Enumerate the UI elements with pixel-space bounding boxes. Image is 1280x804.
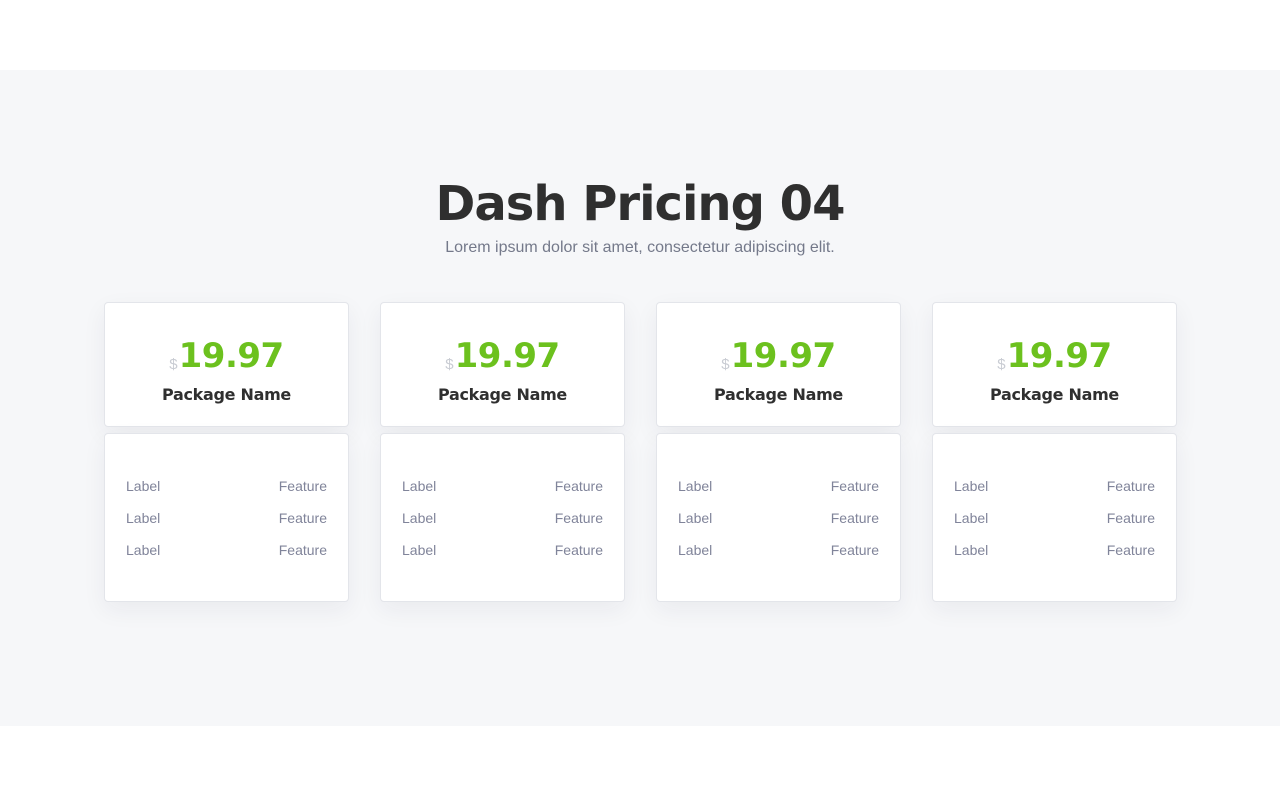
feature-row: Label Feature bbox=[402, 540, 603, 572]
feature-row: Label Feature bbox=[954, 508, 1155, 540]
feature-label: Label bbox=[678, 478, 713, 494]
feature-row: Label Feature bbox=[954, 476, 1155, 508]
pricing-section: Dash Pricing 04 Lorem ipsum dolor sit am… bbox=[0, 70, 1280, 726]
price: $19.97 bbox=[657, 334, 900, 387]
feature-value: Feature bbox=[278, 542, 327, 558]
currency-symbol: $ bbox=[445, 356, 454, 373]
feature-value: Feature bbox=[554, 478, 603, 494]
currency-symbol: $ bbox=[721, 356, 730, 373]
feature-value: Feature bbox=[554, 542, 603, 558]
page-subtitle: Lorem ipsum dolor sit amet, consectetur … bbox=[445, 239, 835, 256]
feature-value: Feature bbox=[1106, 510, 1155, 526]
feature-label: Label bbox=[126, 478, 161, 494]
feature-label: Label bbox=[678, 542, 713, 558]
feature-value: Feature bbox=[1106, 542, 1155, 558]
feature-list: Label Feature Label Feature Label Featur… bbox=[678, 476, 879, 572]
pricing-card-features: Label Feature Label Feature Label Featur… bbox=[932, 433, 1177, 602]
pricing-card-header: $19.97 Package Name bbox=[380, 302, 625, 427]
pricing-card-features: Label Feature Label Feature Label Featur… bbox=[104, 433, 349, 602]
currency-symbol: $ bbox=[169, 356, 178, 373]
feature-row: Label Feature bbox=[126, 508, 327, 540]
feature-value: Feature bbox=[830, 542, 879, 558]
pricing-card-features: Label Feature Label Feature Label Featur… bbox=[380, 433, 625, 602]
feature-value: Feature bbox=[278, 478, 327, 494]
feature-label: Label bbox=[954, 510, 989, 526]
price-amount: 19.97 bbox=[730, 336, 837, 376]
feature-row: Label Feature bbox=[126, 540, 327, 572]
feature-label: Label bbox=[402, 510, 437, 526]
feature-row: Label Feature bbox=[402, 476, 603, 508]
price-amount: 19.97 bbox=[178, 336, 285, 376]
feature-row: Label Feature bbox=[126, 476, 327, 508]
pricing-card-header: $19.97 Package Name bbox=[104, 302, 349, 427]
feature-label: Label bbox=[126, 542, 161, 558]
feature-list: Label Feature Label Feature Label Featur… bbox=[402, 476, 603, 572]
price: $19.97 bbox=[933, 334, 1176, 387]
package-name: Package Name bbox=[713, 385, 843, 404]
feature-label: Label bbox=[678, 510, 713, 526]
feature-value: Feature bbox=[830, 478, 879, 494]
page-title: Dash Pricing 04 bbox=[435, 176, 846, 232]
pricing-card-header: $19.97 Package Name bbox=[656, 302, 901, 427]
feature-value: Feature bbox=[554, 510, 603, 526]
pricing-card-header: $19.97 Package Name bbox=[932, 302, 1177, 427]
price: $19.97 bbox=[105, 334, 348, 387]
price-amount: 19.97 bbox=[454, 336, 561, 376]
feature-label: Label bbox=[954, 478, 989, 494]
feature-value: Feature bbox=[830, 510, 879, 526]
feature-label: Label bbox=[954, 542, 989, 558]
package-name: Package Name bbox=[437, 385, 567, 404]
feature-label: Label bbox=[402, 542, 437, 558]
feature-list: Label Feature Label Feature Label Featur… bbox=[954, 476, 1155, 572]
feature-row: Label Feature bbox=[678, 476, 879, 508]
feature-row: Label Feature bbox=[678, 540, 879, 572]
feature-list: Label Feature Label Feature Label Featur… bbox=[126, 476, 327, 572]
feature-label: Label bbox=[126, 510, 161, 526]
currency-symbol: $ bbox=[997, 356, 1006, 373]
feature-row: Label Feature bbox=[954, 540, 1155, 572]
pricing-card-features: Label Feature Label Feature Label Featur… bbox=[656, 433, 901, 602]
feature-value: Feature bbox=[1106, 478, 1155, 494]
package-name: Package Name bbox=[161, 385, 291, 404]
price-amount: 19.97 bbox=[1006, 336, 1113, 376]
feature-label: Label bbox=[402, 478, 437, 494]
feature-value: Feature bbox=[278, 510, 327, 526]
package-name: Package Name bbox=[989, 385, 1119, 404]
feature-row: Label Feature bbox=[402, 508, 603, 540]
feature-row: Label Feature bbox=[678, 508, 879, 540]
price: $19.97 bbox=[381, 334, 624, 387]
